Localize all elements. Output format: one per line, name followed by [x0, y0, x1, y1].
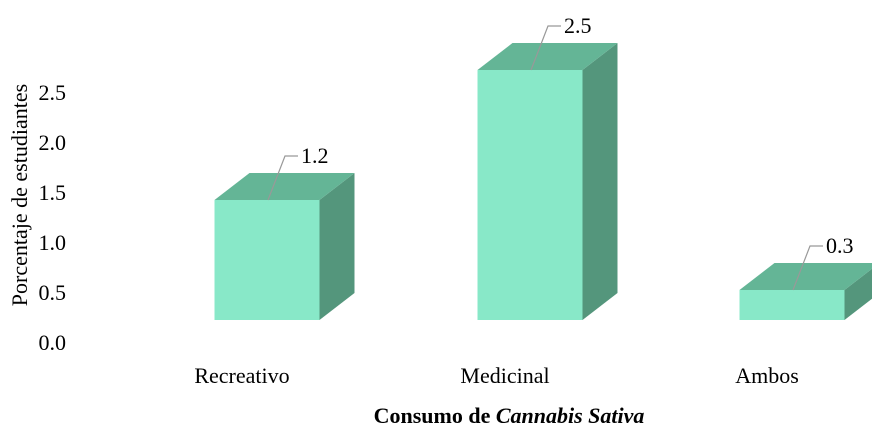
leader-line [530, 25, 561, 71]
leader-line [267, 155, 298, 201]
bar-top [477, 43, 618, 70]
bar [477, 70, 583, 320]
y-tick-label: 1.0 [39, 230, 67, 255]
bar-side [582, 43, 618, 320]
y-axis-label: Porcentaje de estudiantes [7, 84, 32, 306]
x-tick-label: Ambos [735, 363, 799, 388]
x-axis-label: Consumo de Cannabis Sativa [374, 403, 645, 428]
y-tick-label: 0.5 [39, 280, 67, 305]
bar-top [739, 263, 872, 290]
data-label: 1.2 [301, 143, 329, 168]
x-axis-label-italic: Cannabis Sativa [496, 403, 645, 428]
x-tick-label: Recreativo [194, 363, 289, 388]
data-label: 0.3 [826, 233, 854, 258]
y-tick-label: 2.0 [39, 130, 67, 155]
y-tick-label: 2.5 [39, 80, 67, 105]
bar [739, 290, 845, 320]
y-tick-label: 1.5 [39, 180, 67, 205]
data-label: 2.5 [564, 13, 592, 38]
leader-line [792, 245, 823, 291]
y-tick-label: 0.0 [39, 330, 67, 355]
x-tick-label: Medicinal [460, 363, 549, 388]
bar-side [319, 173, 355, 320]
bar-side [844, 268, 872, 320]
bar [214, 200, 320, 320]
x-axis-label-normal: Consumo de [374, 403, 491, 428]
bar-top [214, 173, 355, 200]
